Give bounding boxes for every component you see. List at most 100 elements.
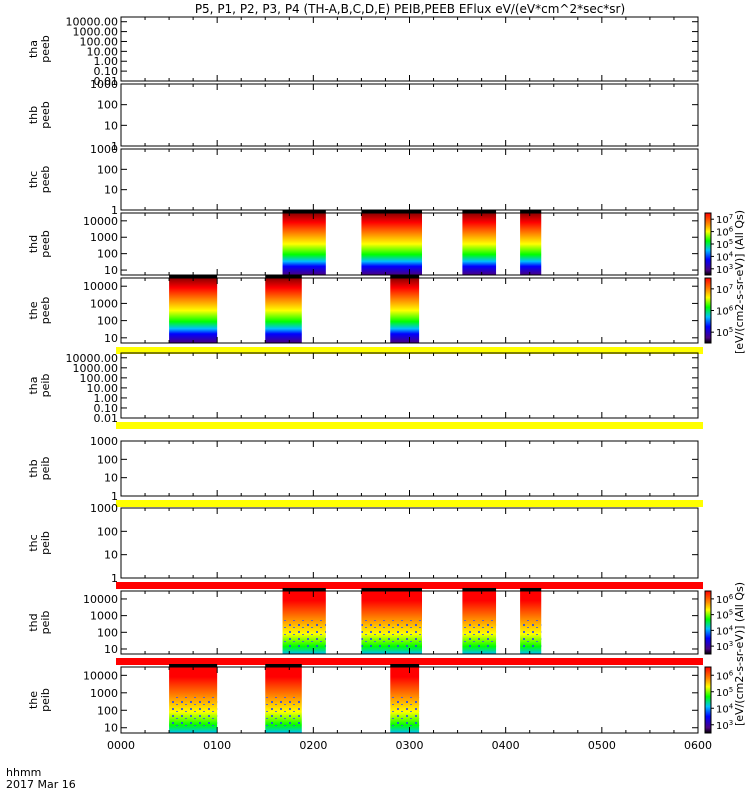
panel-10-probe-label: the (27, 691, 40, 709)
panel-7-ytick-label: 1 (111, 490, 118, 503)
panel-7-instrument-label: peib (39, 457, 52, 481)
panel-10-colorbar-tick-label: 106 (716, 669, 734, 682)
panel-9-data-block-3-texture (462, 619, 497, 648)
panel-9-colorbar-tick-label: 105 (716, 609, 733, 622)
panel-10-colorbar-tick-label: 104 (716, 702, 734, 715)
panel-4-probe-label: thd (27, 235, 40, 253)
panel-5-ytick-label: 1000 (90, 297, 118, 310)
panel-9-data-block-3-cap (462, 588, 497, 591)
panel-4-data-block-4 (520, 213, 542, 275)
panel-9-colorbar (704, 590, 712, 655)
panel-4-colorbar-tick-label: 106 (716, 226, 734, 239)
panel-10-colorbar-tick-label: 103 (716, 719, 733, 732)
panel-6-probe-label: tha (27, 376, 40, 394)
panel-5-flag-bar (116, 347, 703, 354)
panel-6-ytick-label: 10000.00 (66, 352, 119, 365)
panel-8-ytick-label: 10 (104, 549, 118, 562)
panel-10-colorbar-tick-label: 105 (716, 686, 733, 699)
x-tick-label: 0300 (396, 739, 424, 752)
panel-9-ytick-label: 10 (104, 643, 118, 656)
panel-5-probe-label: the (27, 301, 40, 319)
panel-8-frame (120, 507, 699, 579)
panel-9-ytick-label: 100 (97, 626, 118, 639)
panel-5-ytick-label: 10 (104, 332, 118, 345)
panel-6-ytick-label: 1000.00 (73, 362, 119, 375)
panel-9-data-block-1-cap (282, 588, 326, 591)
chart-title: P5, P1, P2, P3, P4 (TH-A,B,C,D,E) PEIB,P… (194, 2, 626, 16)
panel-2-ytick-label: 1 (111, 140, 118, 153)
panel-8-ytick-label: 1000 (90, 502, 118, 515)
panel-4-data-block-1 (282, 213, 326, 275)
x-tick-label: 0200 (299, 739, 327, 752)
panel-2-ytick-label: 1000 (90, 78, 118, 91)
panel-4-colorbar-tick-label: 105 (716, 238, 733, 251)
panel-4-instrument-label: peeb (39, 230, 52, 258)
panel-1-instrument-label: peeb (39, 35, 52, 63)
panel-1-ytick-label: 0.01 (94, 75, 119, 88)
panel-4-data-block-1-cap (282, 210, 326, 213)
panel-10-ytick-label: 10000 (83, 669, 118, 682)
panel-8-ytick-label: 100 (97, 525, 118, 538)
panel-4-colorbar (704, 212, 712, 276)
panel-6-frame (120, 352, 699, 419)
panel-7-probe-label: thb (27, 459, 40, 477)
panel-10-data-block-3-cap (390, 664, 420, 667)
panel-4-colorbar-tick-label: 107 (716, 213, 733, 226)
panel-3-instrument-label: peeb (39, 166, 52, 194)
panel-9-data-block-4-texture (520, 619, 542, 648)
panel-4-data-block-2-cap (361, 210, 423, 213)
panel-3-ytick-label: 100 (97, 163, 118, 176)
panel-9-data-block-2-cap (361, 588, 423, 591)
panel-5-data-block-3 (390, 278, 420, 343)
panel-1-ytick-label: 1.00 (94, 55, 119, 68)
panel-1-ytick-label: 10.00 (87, 45, 119, 58)
panel-4-data-block-4-cap (520, 210, 542, 213)
panel-10-ytick-label: 10 (104, 722, 118, 735)
panel-10-data-block-2-texture (265, 696, 302, 727)
panel-1-frame (120, 16, 699, 82)
panel-9-colorbar-tick-label: 104 (716, 624, 734, 637)
panel-10-ytick-label: 1000 (90, 687, 118, 700)
panel-2-ytick-label: 10 (104, 119, 118, 132)
panel-5-data-block-3-cap (390, 275, 420, 278)
panel-4-data-block-3-cap (462, 210, 497, 213)
panel-9-data-block-4-cap (520, 588, 542, 591)
panel-9-probe-label: thd (27, 613, 40, 631)
panel-6-ytick-label: 0.10 (94, 402, 119, 415)
colorbar-units-electron: [eV/(cm2-s-sr-eV)] (All Qs) (733, 210, 746, 354)
panel-2-probe-label: thb (27, 106, 40, 124)
panel-4-ytick-label: 10 (104, 264, 118, 277)
panel-5-colorbar-tick-label: 106 (716, 305, 734, 318)
panel-1-ytick-label: 100.00 (80, 35, 119, 48)
time-label-top: hhmm (6, 766, 42, 779)
panel-2-frame (120, 83, 699, 147)
x-tick-label: 0100 (203, 739, 231, 752)
panel-5-colorbar-tick-label: 105 (716, 326, 733, 339)
panel-9-ytick-label: 10000 (83, 593, 118, 606)
panel-5-data-block-2 (265, 278, 302, 343)
panel-10-colorbar (704, 666, 712, 734)
panel-1-ytick-label: 10000.00 (66, 16, 119, 29)
panel-5-data-block-1 (169, 278, 218, 343)
panel-8-probe-label: thc (27, 534, 40, 551)
panel-9-data-block-2-texture (361, 619, 423, 648)
panel-2-instrument-label: peeb (39, 101, 52, 129)
panel-6-ytick-label: 0.01 (94, 412, 119, 425)
panel-5-data-block-1-cap (169, 275, 218, 278)
panel-6-flag-bar (116, 422, 703, 429)
panel-4-ytick-label: 100 (97, 248, 118, 261)
panel-7-flag-bar (116, 500, 703, 507)
panel-8-instrument-label: peib (39, 531, 52, 555)
panel-3-ytick-label: 1 (111, 204, 118, 217)
panel-4-data-block-2 (361, 213, 423, 275)
panel-3-probe-label: thc (27, 171, 40, 188)
panel-6-instrument-label: peib (39, 374, 52, 398)
panel-3-frame (120, 148, 699, 211)
panel-1-ytick-label: 0.10 (94, 65, 119, 78)
x-tick-label: 0500 (588, 739, 616, 752)
panel-6-ytick-label: 100.00 (80, 372, 119, 385)
panel-10-data-block-3-texture (390, 696, 420, 727)
panel-9-ytick-label: 1000 (90, 610, 118, 623)
colorbar-units-ion: [eV/(cm2-s-sr-eV)] (All Qs) (733, 582, 746, 726)
panel-5-instrument-label: peeb (39, 297, 52, 325)
